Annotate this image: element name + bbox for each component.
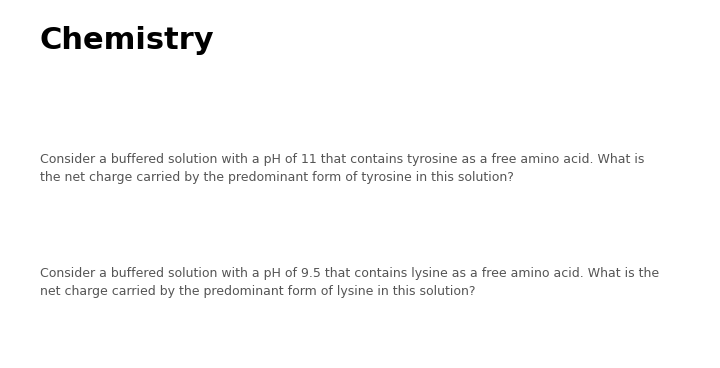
Text: Consider a buffered solution with a pH of 11 that contains tyrosine as a free am: Consider a buffered solution with a pH o…	[40, 153, 644, 184]
Text: Consider a buffered solution with a pH of 9.5 that contains lysine as a free ami: Consider a buffered solution with a pH o…	[40, 267, 659, 298]
Text: Chemistry: Chemistry	[40, 26, 215, 55]
